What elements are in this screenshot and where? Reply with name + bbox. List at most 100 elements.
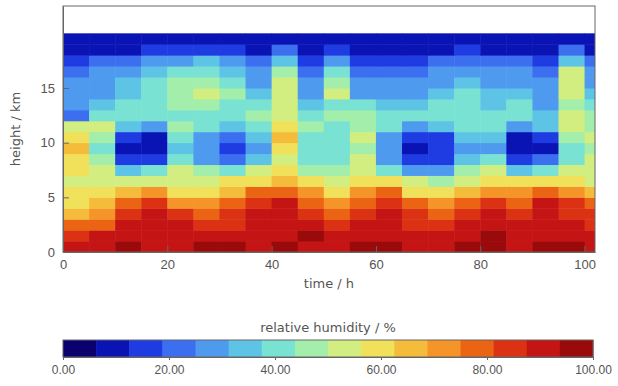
heat-cell	[219, 165, 246, 176]
colorbar-swatch	[427, 340, 461, 357]
heat-cell	[167, 77, 194, 88]
heat-cell	[376, 143, 403, 154]
heat-cell	[324, 33, 351, 44]
heat-cell	[115, 208, 142, 219]
heat-cell	[63, 143, 90, 154]
heat-cell	[167, 241, 194, 252]
heat-cell	[115, 77, 142, 88]
heat-cell	[402, 219, 429, 230]
heat-cell	[298, 121, 325, 132]
heat-cell	[532, 165, 559, 176]
tick-label: 20.00	[154, 363, 184, 377]
heat-cell	[167, 186, 194, 197]
heat-cell	[350, 197, 377, 208]
heat-cell	[506, 66, 533, 77]
heat-cell	[324, 44, 351, 55]
heat-cell	[89, 154, 116, 165]
heat-cell	[585, 230, 595, 241]
heat-cell	[506, 230, 533, 241]
heat-cell	[376, 165, 403, 176]
tick-label: 40	[265, 257, 279, 272]
heat-cell	[532, 44, 559, 55]
tick-mark	[63, 357, 64, 360]
heat-cell	[350, 186, 377, 197]
heat-cell	[298, 88, 325, 99]
heat-cell	[402, 110, 429, 121]
heat-cell	[167, 55, 194, 66]
heat-cell	[272, 219, 299, 230]
colorbar-swatch	[461, 340, 495, 357]
heat-cell	[428, 154, 455, 165]
tick-label: 60	[369, 257, 383, 272]
heat-cell	[506, 165, 533, 176]
heat-cell	[272, 208, 299, 219]
heat-cell	[115, 186, 142, 197]
heat-cell	[454, 121, 481, 132]
heat-cell	[480, 77, 507, 88]
heat-cell	[298, 55, 325, 66]
heat-cell	[272, 121, 299, 132]
heat-cell	[428, 241, 455, 252]
heat-cell	[167, 197, 194, 208]
tick-label: 10	[41, 135, 55, 150]
heat-cell	[246, 55, 273, 66]
colorbar-tick: 100.00	[575, 357, 612, 377]
heat-cell	[246, 219, 273, 230]
heat-cell	[272, 186, 299, 197]
heat-cell	[376, 219, 403, 230]
heat-cell	[246, 186, 273, 197]
heat-cell	[89, 230, 116, 241]
heat-cell	[89, 219, 116, 230]
heat-cell	[402, 241, 429, 252]
heat-cell	[298, 132, 325, 143]
heat-cell	[246, 121, 273, 132]
heat-cell	[167, 219, 194, 230]
heat-cell	[63, 219, 90, 230]
heat-cell	[402, 55, 429, 66]
heat-cell	[298, 77, 325, 88]
heat-cell	[428, 165, 455, 176]
heat-cell	[428, 99, 455, 110]
heat-cell	[454, 230, 481, 241]
heat-cell	[428, 55, 455, 66]
heat-cell	[324, 208, 351, 219]
colorbar-swatch	[295, 340, 329, 357]
heat-cell	[246, 77, 273, 88]
heat-cell	[428, 132, 455, 143]
heat-cell	[246, 132, 273, 143]
heat-cell	[219, 110, 246, 121]
heat-cell	[506, 154, 533, 165]
tick-mark	[593, 357, 594, 360]
heat-cell	[558, 208, 585, 219]
heat-cell	[167, 165, 194, 176]
heat-cell	[63, 66, 90, 77]
heat-cell	[246, 110, 273, 121]
heat-cell	[63, 132, 90, 143]
colorbar-swatch	[63, 340, 97, 357]
heat-cell	[298, 219, 325, 230]
heat-cell	[585, 208, 595, 219]
heat-cell	[558, 143, 585, 154]
heat-cell	[506, 143, 533, 154]
heat-cell	[532, 110, 559, 121]
heat-cell	[272, 197, 299, 208]
heat-cell	[115, 132, 142, 143]
heat-cell	[558, 186, 585, 197]
heat-cell	[272, 143, 299, 154]
heat-cell	[428, 77, 455, 88]
heat-cell	[585, 175, 595, 186]
heat-cell	[480, 241, 507, 252]
heat-cell	[219, 143, 246, 154]
heat-cell	[324, 241, 351, 252]
heat-cell	[428, 143, 455, 154]
heat-cell	[89, 44, 116, 55]
heat-cell	[585, 143, 595, 154]
heat-cell	[454, 154, 481, 165]
heat-cell	[115, 230, 142, 241]
y-axis-title: height / km	[8, 92, 23, 166]
heat-cell	[298, 143, 325, 154]
heat-cell	[532, 66, 559, 77]
heat-cell	[376, 121, 403, 132]
heat-cell	[480, 99, 507, 110]
heat-cell	[402, 77, 429, 88]
